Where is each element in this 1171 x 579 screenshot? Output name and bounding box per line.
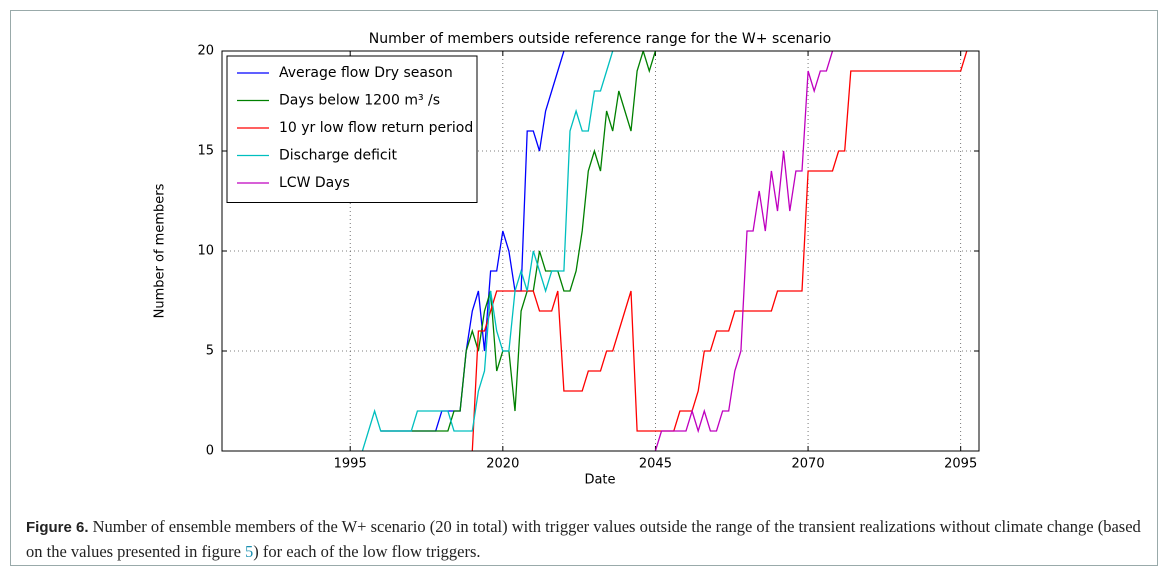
legend-label: Days below 1200 m³ /s (279, 93, 440, 109)
series-line (361, 51, 614, 451)
caption-label: Figure 6. (26, 519, 89, 536)
plot-frame (221, 50, 980, 452)
x-tick-label: 2095 (944, 457, 977, 472)
y-tick-label: 15 (197, 144, 214, 159)
x-tick-label: 2020 (486, 457, 519, 472)
series-line (654, 51, 834, 451)
x-tick-label: 2070 (792, 457, 825, 472)
figure-caption: Figure 6. Number of ensemble members of … (26, 515, 1146, 564)
legend-box (226, 55, 478, 203)
x-axis-label: Date (584, 473, 615, 488)
chart: Number of members outside reference rang… (153, 31, 980, 488)
figure-reference[interactable]: 5 (245, 542, 254, 561)
legend-label: 10 yr low flow return period (279, 120, 473, 136)
chart-title: Number of members outside reference rang… (369, 31, 831, 47)
plot-lines (361, 51, 968, 451)
figure-frame (10, 10, 1158, 566)
x-tick-label: 2045 (639, 457, 672, 472)
y-tick-label: 5 (206, 344, 214, 359)
y-axis-label: Number of members (153, 183, 168, 318)
y-tick-label: 20 (197, 44, 214, 59)
caption-text: Number of ensemble members of the W+ sce… (26, 517, 1141, 561)
legend-label: Average flow Dry season (279, 65, 453, 81)
legend-label: LCW Days (279, 175, 350, 191)
x-tick-label: 1995 (334, 457, 367, 472)
caption-text: ) for each of the low flow triggers. (253, 542, 481, 561)
y-tick-label: 0 (206, 444, 214, 459)
series-line (471, 51, 968, 451)
y-tick-label: 10 (197, 244, 214, 259)
legend-label: Discharge deficit (279, 148, 397, 164)
